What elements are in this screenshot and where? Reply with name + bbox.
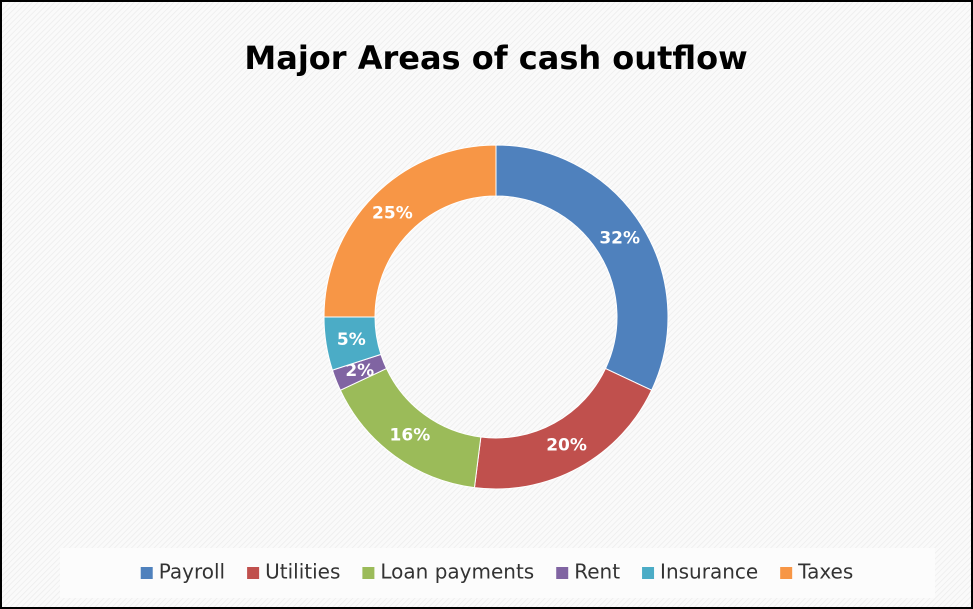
data-label: 20%: [546, 435, 587, 455]
legend-swatch: [140, 567, 153, 579]
data-label: 5%: [337, 330, 366, 350]
legend-label: Payroll: [159, 560, 225, 584]
data-label: 32%: [599, 229, 640, 249]
legend-label: Rent: [574, 560, 620, 584]
donut-segment: [495, 144, 669, 391]
legend-label: Insurance: [660, 560, 758, 584]
data-label: 2%: [345, 361, 374, 381]
legend-swatch: [556, 567, 569, 579]
legend-label: Utilities: [265, 560, 340, 584]
legend-swatch: [780, 567, 793, 579]
data-label: 25%: [372, 203, 413, 223]
legend-swatch: [642, 567, 655, 579]
donut-segment: [323, 144, 497, 318]
chart-title: Major Areas of cash outflow: [244, 39, 747, 77]
legend-swatch: [362, 567, 375, 579]
legend-label: Loan payments: [380, 560, 534, 584]
data-label: 16%: [390, 426, 431, 446]
legend-swatch: [247, 567, 260, 579]
legend-label: Taxes: [797, 560, 853, 584]
